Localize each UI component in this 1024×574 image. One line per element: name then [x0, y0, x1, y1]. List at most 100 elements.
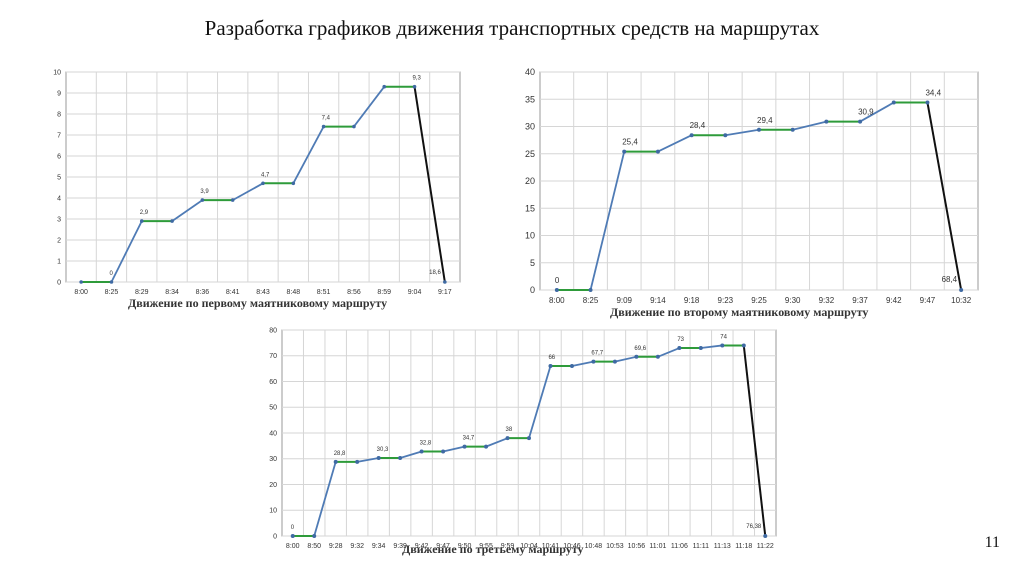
c2-ytick-label: 20	[525, 176, 535, 186]
c3-point	[548, 364, 553, 369]
c2-move-segment	[725, 128, 760, 137]
c2-point	[689, 133, 694, 138]
c3-point	[612, 359, 617, 364]
c2-move-segment	[589, 151, 626, 291]
c3-ytick-label: 30	[269, 456, 277, 463]
c2-point	[723, 133, 728, 138]
c3-point	[312, 534, 317, 538]
c2-ytick-label: 0	[530, 285, 535, 295]
c3-point	[419, 449, 424, 454]
chart-route-1-xlabel: Движение по первому маятниковому маршрут…	[128, 296, 388, 310]
c3-ytick-label: 60	[269, 379, 277, 386]
c2-return-segment	[926, 102, 963, 291]
c3-xtick-label: 10:48	[585, 543, 603, 550]
c1-ytick-label: 4	[57, 195, 61, 202]
c3-point	[484, 444, 489, 449]
c2-ytick-label: 25	[525, 149, 535, 159]
c3-ytick-label: 80	[269, 327, 277, 334]
c3-xtick-label: 9:34	[372, 543, 386, 550]
c3-data-label: 32,8	[420, 441, 432, 447]
c2-point	[891, 100, 896, 105]
c1-point	[291, 181, 296, 186]
c3-point	[677, 346, 682, 351]
c1-data-label: 7,4	[322, 116, 331, 122]
c1-point	[79, 280, 83, 284]
c3-data-label: 67,7	[591, 351, 603, 357]
c2-ytick-label: 40	[525, 67, 535, 77]
c3-xtick-label: 9:59	[501, 543, 515, 550]
c3-xtick-label: 11:18	[735, 543, 752, 550]
c3-move-segment	[528, 365, 552, 439]
c3-point	[462, 444, 467, 449]
c3-move-segment	[485, 437, 508, 448]
c1-xtick-label: 9:04	[408, 289, 422, 296]
c2-data-label: 30,9	[858, 108, 874, 117]
c1-xtick-label: 8:56	[347, 289, 361, 296]
c1-xtick-label: 8:51	[317, 289, 331, 296]
chart-route-1: 0 1 2 3 4 5 6 7 8 9 10 8:00 8:25 8:29 8:34 8:36 8:41 8:43…	[50, 62, 490, 310]
c3-data-label: 38	[506, 427, 513, 433]
c1-point	[412, 84, 417, 89]
c1-xtick-label: 8:29	[135, 289, 149, 296]
c1-ytick-label: 1	[57, 258, 61, 265]
c2-point	[959, 288, 964, 292]
c2-point	[925, 100, 930, 105]
c2-point	[588, 288, 593, 292]
slide-title: Разработка графиков движения транспортны…	[204, 16, 820, 40]
c3-ytick-label: 40	[269, 430, 277, 437]
c3-point	[698, 346, 703, 351]
c3-xtick-label: 9:55	[479, 543, 493, 550]
c2-move-segment	[792, 120, 827, 131]
c1-point	[170, 219, 174, 223]
c3-point	[355, 459, 360, 464]
c2-move-segment	[859, 101, 895, 123]
c2-move-segment	[657, 134, 693, 153]
c3-data-label: 66	[548, 355, 555, 361]
c3-move-segment	[571, 360, 594, 367]
c2-xtick-label: 10:32	[951, 296, 972, 305]
c1-data-label: 9,3	[413, 76, 422, 82]
c3-data-label: 69,6	[634, 346, 646, 352]
c1-data-label: 2,9	[140, 210, 149, 216]
c2-point	[790, 127, 795, 132]
c3-point	[591, 359, 596, 364]
c2-data-label: 34,4	[925, 89, 941, 98]
c3-xtick-label: 11:13	[714, 543, 731, 550]
c3-xtick-label: 11:22	[757, 543, 774, 550]
c3-xtick-label: 10:46	[563, 543, 581, 550]
c3-move-segment	[357, 457, 379, 463]
c1-point	[382, 84, 387, 89]
c3-data-label: 74	[720, 334, 727, 340]
c1-point	[261, 181, 265, 186]
c2-xtick-label: 9:37	[852, 296, 868, 305]
c1-xtick-label: 8:48	[286, 289, 300, 296]
c2-point	[655, 149, 660, 154]
c3-point	[376, 455, 381, 460]
chart-route-2-svg: 0 5 10 15 20 25 30 35 40 8:00 8:25 9:09 9:14 9:18 9:23…	[525, 67, 979, 305]
c3-return-segment	[742, 345, 767, 537]
c3-xtick-label: 11:06	[671, 543, 688, 550]
c3-ytick-label: 0	[273, 533, 277, 540]
c2-ytick-label: 15	[525, 203, 535, 213]
c1-ytick-label: 9	[57, 90, 61, 97]
c3-data-label: 0	[291, 525, 295, 531]
c1-xtick-label: 9:17	[438, 289, 452, 296]
c3-data-label: 30,3	[377, 447, 389, 453]
page-number: 11	[984, 534, 1000, 551]
c3-move-segment	[657, 347, 680, 358]
c1-point	[352, 124, 356, 129]
c1-point	[443, 280, 447, 284]
c3-xtick-label: 9:47	[436, 543, 450, 550]
c1-ytick-label: 10	[53, 69, 61, 76]
c3-move-segment	[399, 450, 422, 459]
c2-point	[757, 127, 761, 132]
c2-xtick-label: 8:25	[583, 296, 599, 305]
c3-point	[634, 354, 639, 359]
c1-xtick-label: 8:34	[165, 289, 179, 296]
c2-point	[554, 288, 559, 292]
c1-ytick-label: 6	[57, 153, 61, 160]
c3-move-segment	[313, 461, 337, 537]
c3-data-label: 28,8	[334, 451, 346, 457]
c1-move-segment	[232, 182, 264, 201]
c2-ytick-label: 5	[530, 258, 535, 268]
